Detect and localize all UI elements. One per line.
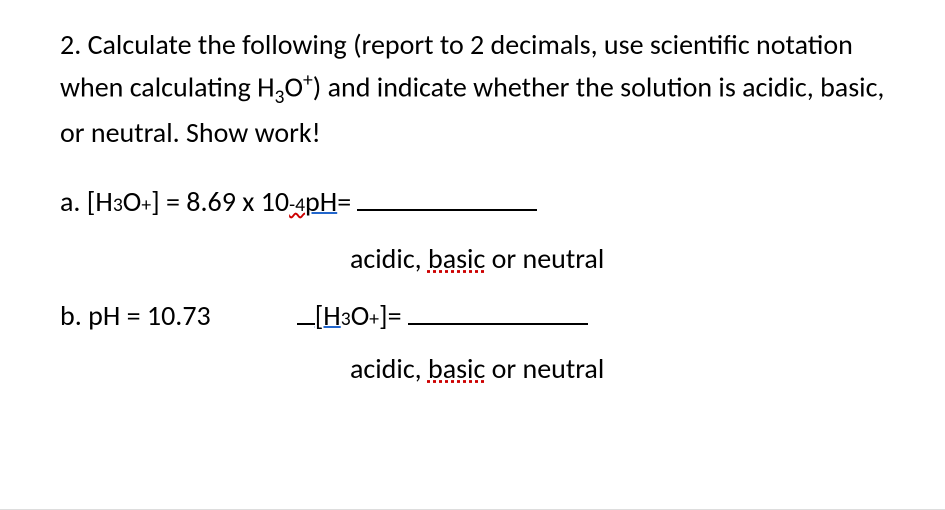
part-b-h3o-mid: O: [351, 298, 370, 333]
choices-b-pre: acidic,: [350, 351, 428, 386]
part-a-blank[interactable]: [357, 180, 537, 211]
part-a-mid1: O: [123, 182, 142, 221]
choices-a-basic: basic: [428, 241, 485, 276]
part-a-label: a. [H: [60, 182, 113, 221]
part-a-sup1: +: [141, 192, 151, 219]
part-b-label: b. pH = 10.73: [60, 298, 211, 333]
part-b-h3o-pre: [H: [315, 298, 341, 333]
part-a-choices: acidic, basic or neutral: [350, 241, 885, 276]
question-prompt: 2. Calculate the following (report to 2 …: [60, 24, 885, 154]
part-a-sub1: 3: [113, 192, 123, 219]
part-b: b. pH = 10.73 [H3O+] =: [60, 294, 885, 333]
part-a-mid2: ] = 8.69 x 10: [151, 182, 289, 221]
choices-b-basic: basic: [428, 351, 485, 386]
prompt-sub: 3: [275, 85, 285, 109]
part-b-h3o-sup: +: [369, 307, 379, 331]
choices-a-post: or neutral: [485, 241, 604, 276]
prompt-text-2: O: [284, 69, 303, 104]
part-a-ph-label: pH: [305, 182, 337, 221]
part-b-h3o-sub: 3: [341, 307, 351, 331]
part-a-eq: =: [337, 182, 351, 221]
choices-b-post: or neutral: [485, 351, 604, 386]
part-b-eq: =: [388, 298, 402, 333]
part-b-choices: acidic, basic or neutral: [350, 351, 885, 386]
part-b-leading-blank: [297, 294, 315, 325]
part-a-row: a. [H3O+] = 8.69 x 10-4 pH =: [60, 180, 885, 221]
choices-a-pre: acidic,: [350, 241, 428, 276]
part-a-exp: -4: [289, 192, 305, 219]
part-b-blank[interactable]: [408, 294, 588, 325]
part-b-h3o-post: ]: [379, 298, 388, 333]
prompt-sup: +: [303, 68, 313, 92]
part-a: a. [H3O+] = 8.69 x 10-4 pH =: [60, 180, 885, 221]
